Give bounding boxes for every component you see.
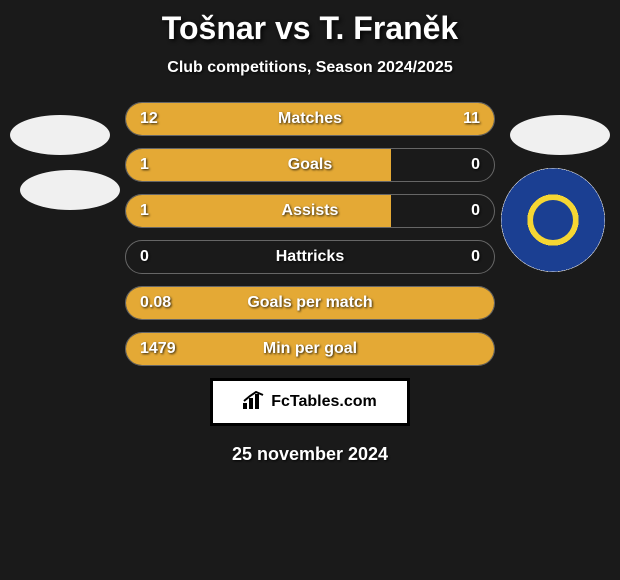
stat-value-right: 0 (471, 202, 480, 220)
stat-row-min-per-goal: 1479 Min per goal (125, 332, 495, 366)
chart-icon (243, 391, 265, 414)
stat-label: Assists (126, 202, 494, 220)
stat-label: Goals per match (126, 294, 494, 312)
stat-label: Hattricks (126, 248, 494, 266)
stat-value-right: 0 (471, 248, 480, 266)
footer-date: 25 november 2024 (0, 444, 620, 465)
stats-list: 12 Matches 11 1 Goals 0 1 Assists 0 0 Ha… (0, 102, 620, 366)
stat-row-assists: 1 Assists 0 (125, 194, 495, 228)
page-title: Tošnar vs T. Franěk (0, 10, 620, 47)
stat-label: Matches (126, 110, 494, 128)
stat-row-matches: 12 Matches 11 (125, 102, 495, 136)
stat-row-goals-per-match: 0.08 Goals per match (125, 286, 495, 320)
comparison-widget: Tošnar vs T. Franěk Club competitions, S… (0, 0, 620, 465)
stat-value-right: 11 (463, 110, 480, 128)
attribution-link[interactable]: FcTables.com (210, 378, 410, 426)
page-subtitle: Club competitions, Season 2024/2025 (0, 59, 620, 77)
stat-value-right: 0 (471, 156, 480, 174)
stat-row-goals: 1 Goals 0 (125, 148, 495, 182)
stat-row-hattricks: 0 Hattricks 0 (125, 240, 495, 274)
stat-label: Goals (126, 156, 494, 174)
attribution-text: FcTables.com (271, 393, 377, 411)
stat-label: Min per goal (126, 340, 494, 358)
